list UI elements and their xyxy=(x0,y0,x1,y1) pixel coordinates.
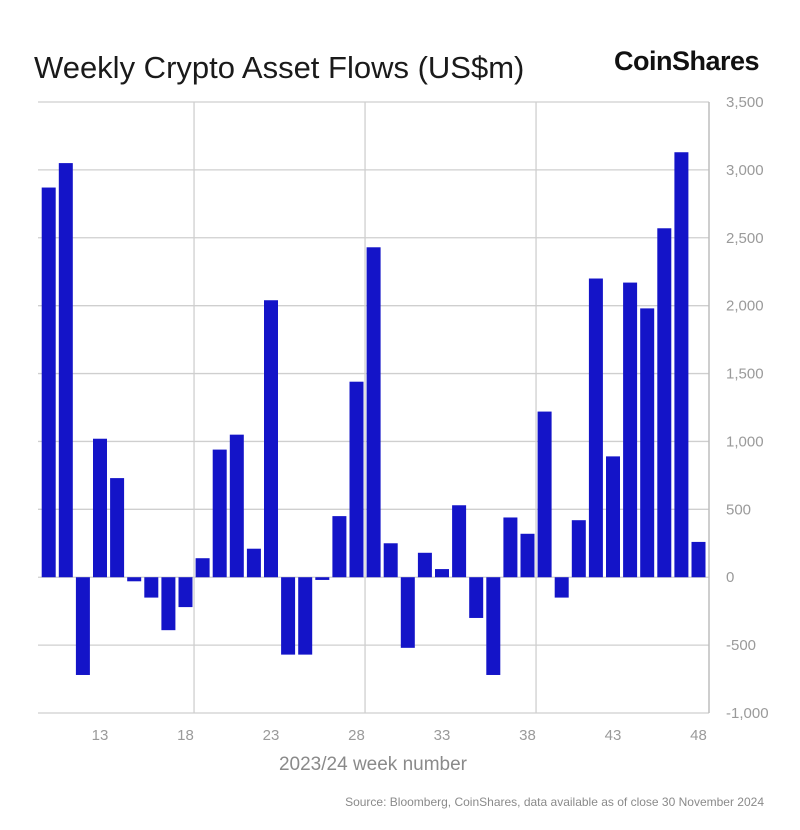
y-tick-label: 0 xyxy=(726,569,734,586)
bar-week-38 xyxy=(520,533,535,578)
bar-week-20 xyxy=(212,449,227,578)
bar-week-41 xyxy=(571,520,586,578)
bar-week-33 xyxy=(435,569,449,578)
bar-week-21 xyxy=(229,434,244,578)
x-tick-label: 13 xyxy=(92,727,109,744)
x-tick-label: 38 xyxy=(519,727,536,744)
bar-week-37 xyxy=(503,517,518,578)
bar-week-13 xyxy=(93,438,107,578)
bar-week-42 xyxy=(588,278,603,578)
bar-week-12 xyxy=(75,577,90,675)
bar-week-39 xyxy=(537,411,552,578)
bar-week-48 xyxy=(691,541,706,578)
bar-week-25 xyxy=(298,577,313,655)
bar-week-35 xyxy=(469,577,484,618)
y-tick-label: -1,000 xyxy=(726,705,769,722)
bar-week-44 xyxy=(623,282,638,578)
y-tick-label: 2,000 xyxy=(726,298,764,315)
bar-week-34 xyxy=(452,505,467,578)
bar-week-45 xyxy=(640,308,655,578)
bar-week-24 xyxy=(281,577,296,655)
bar-week-11 xyxy=(58,163,73,578)
bar-week-31 xyxy=(400,577,415,648)
y-tick-label: 500 xyxy=(726,501,751,518)
bar-week-18 xyxy=(178,577,193,608)
bar-week-30 xyxy=(383,543,398,578)
y-tick-label: -500 xyxy=(726,637,756,654)
bar-week-47 xyxy=(674,152,689,578)
bar-week-27 xyxy=(332,516,347,578)
y-tick-label: 3,000 xyxy=(726,162,764,179)
y-tick-label: 3,500 xyxy=(726,94,764,111)
bar-week-29 xyxy=(366,247,381,578)
bar-week-28 xyxy=(349,381,364,578)
y-tick-label: 1,000 xyxy=(726,433,764,450)
bar-week-17 xyxy=(161,577,176,631)
x-tick-label: 48 xyxy=(690,727,707,744)
x-axis-label: 2023/24 week number xyxy=(279,754,468,775)
bar-week-23 xyxy=(264,300,278,578)
bar-week-40 xyxy=(554,577,569,598)
source-note: Source: Bloomberg, CoinShares, data avai… xyxy=(345,795,764,809)
x-tick-label: 18 xyxy=(177,727,194,744)
y-tick-label: 1,500 xyxy=(726,366,764,383)
bar-week-19 xyxy=(195,558,210,578)
x-tick-label: 43 xyxy=(605,727,622,744)
bar-week-14 xyxy=(110,478,125,578)
bar-week-43 xyxy=(606,456,620,578)
bar-week-16 xyxy=(144,577,159,598)
x-tick-label: 23 xyxy=(263,727,280,744)
bar-week-10 xyxy=(41,187,56,578)
x-tick-label: 33 xyxy=(434,727,451,744)
bar-week-46 xyxy=(657,228,672,578)
coinshares-logo: CoinShares xyxy=(614,46,760,76)
x-tick-label: 28 xyxy=(348,727,365,744)
bar-week-32 xyxy=(417,552,432,578)
bar-week-22 xyxy=(246,548,261,578)
bar-week-15 xyxy=(127,577,142,582)
y-tick-label: 2,500 xyxy=(726,230,764,247)
bar-week-26 xyxy=(315,577,330,580)
bar-week-36 xyxy=(486,577,501,675)
chart-title: Weekly Crypto Asset Flows (US$m) xyxy=(34,50,525,85)
